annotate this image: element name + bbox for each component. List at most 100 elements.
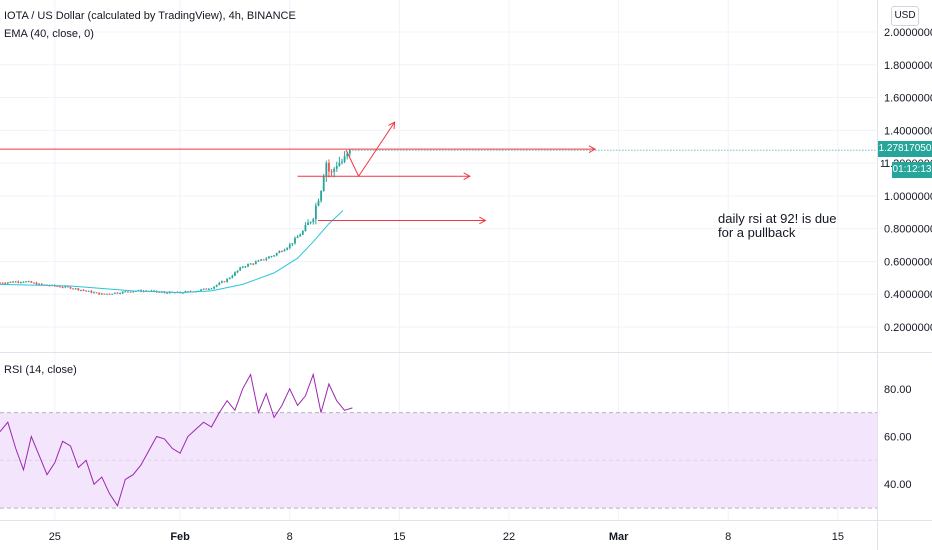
rsi-tick-label: 80.00 [884, 384, 912, 396]
candle-up [348, 149, 351, 154]
candle-up [226, 278, 229, 282]
candle-down [90, 290, 93, 293]
candle-up [338, 162, 341, 166]
candle-up [38, 283, 41, 285]
candle-up [9, 281, 12, 283]
price-tick-label: 1.60000000 [884, 93, 932, 105]
candle-down [205, 288, 208, 290]
price-tick-label: 1.00000000 [884, 191, 932, 203]
time-tick-label: 22 [503, 531, 515, 543]
price-tick-label: 0.20000000 [884, 322, 932, 334]
candle-up [325, 162, 328, 177]
ema-legend[interactable]: EMA (40, close, 0) [4, 28, 94, 40]
projection-path-drawing [345, 121, 396, 178]
text-annotation[interactable]: daily rsi at 92! is due for a pullback [718, 212, 837, 240]
candle-up [244, 266, 247, 268]
candle-up [317, 200, 320, 206]
candle-up [304, 225, 307, 231]
candle-up [312, 219, 315, 222]
candle-down [328, 162, 330, 172]
candle-up [241, 266, 244, 268]
rsi-line [0, 372, 353, 507]
candle-up [228, 277, 231, 279]
currency-button[interactable]: USD [891, 6, 919, 26]
candle-up [64, 286, 67, 288]
candle-down [4, 283, 7, 285]
candle-up [124, 291, 127, 293]
candle-up [296, 236, 299, 239]
arrow-head [588, 145, 597, 153]
candle-up [333, 168, 336, 172]
candle-up [294, 238, 296, 244]
candle-down [66, 286, 69, 288]
candle-down [82, 289, 85, 291]
candle-up [210, 288, 213, 290]
candle-up [288, 244, 291, 248]
symbol-title: IOTA / US Dollar (calculated by TradingV… [4, 10, 296, 22]
candle-down [30, 281, 33, 283]
candle-down [35, 282, 38, 285]
candle-down [166, 292, 168, 294]
candle-up [181, 292, 184, 294]
candle-down [262, 259, 265, 261]
candle-up [119, 293, 122, 295]
candle-up [113, 292, 116, 294]
candle-down [72, 288, 75, 290]
candle-up [215, 284, 218, 287]
candle-up [87, 290, 90, 292]
candle-down [33, 282, 35, 284]
candle-down [103, 293, 106, 295]
candle-up [106, 293, 108, 295]
candle-up [343, 156, 346, 162]
arrow-head [479, 216, 487, 225]
candle-up [307, 222, 309, 226]
time-tick-label: Mar [609, 531, 629, 543]
candle-up [273, 255, 276, 257]
annotation-line-2: for a pullback [718, 225, 796, 240]
price-tick-label: 0.80000000 [884, 224, 932, 236]
candle-up [100, 293, 103, 295]
candle-down [0, 282, 1, 284]
candle-up [283, 249, 286, 252]
candle-down [108, 293, 111, 295]
candle-up [275, 253, 278, 256]
time-tick-label: 15 [832, 531, 844, 543]
price-tick-label: 0.60000000 [884, 256, 932, 268]
candle-up [249, 263, 252, 265]
time-tick-label: 15 [393, 531, 405, 543]
candle-up [134, 291, 137, 293]
candle-down [223, 281, 226, 283]
candle-down [77, 288, 80, 291]
candle-down [85, 290, 88, 292]
price-tick-label: 1.80000000 [884, 60, 932, 72]
candle-down [56, 286, 59, 288]
candle-down [69, 286, 72, 289]
candle-down [330, 171, 333, 173]
candle-up [254, 261, 257, 264]
candle-down [127, 291, 129, 293]
candle-up [231, 275, 234, 278]
time-tick-label: 25 [49, 531, 61, 543]
time-tick-label: 8 [725, 531, 731, 543]
rsi-tick-label: 60.00 [884, 432, 912, 444]
candle-up [239, 267, 242, 271]
candle-up [257, 260, 260, 262]
arrow-head [388, 121, 396, 130]
candle-up [341, 161, 343, 163]
candle-down [116, 292, 119, 294]
rsi-legend[interactable]: RSI (14, close) [4, 364, 77, 376]
candle-up [322, 176, 325, 191]
candle-up [267, 256, 270, 259]
candle-up [93, 292, 95, 294]
candle-up [25, 281, 28, 283]
candle-up [121, 291, 124, 294]
candle-down [95, 292, 98, 294]
price-tick-label: 1.40000000 [884, 125, 932, 137]
candle-down [129, 291, 132, 293]
candle-down [12, 281, 14, 283]
candle-up [14, 281, 17, 283]
candle-up [220, 281, 223, 283]
candle-up [299, 234, 302, 237]
